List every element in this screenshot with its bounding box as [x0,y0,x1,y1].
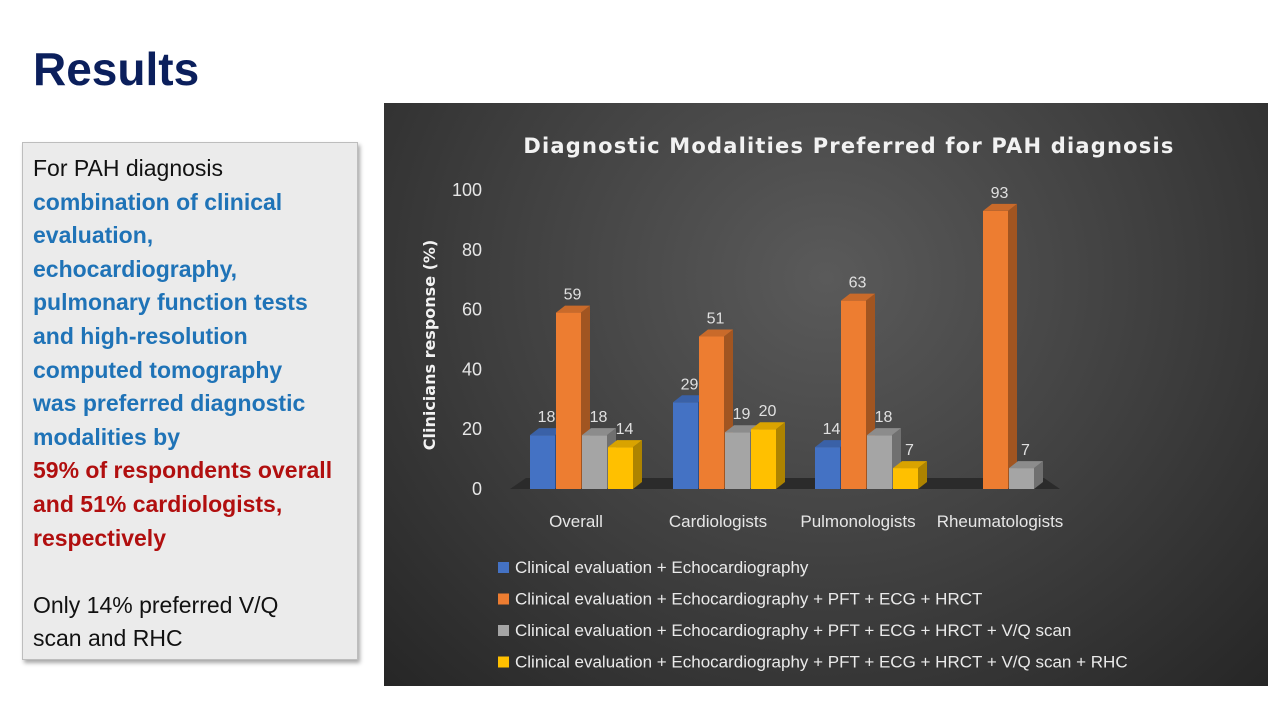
legend-swatch [498,562,509,573]
data-label: 19 [733,406,751,423]
x-category-label: Overall [549,512,603,531]
summary-line: combination of clinical [33,188,283,215]
bar-top [608,440,642,448]
bar [699,329,733,489]
bar-top [751,422,785,430]
data-label: 20 [759,403,777,420]
legend-item: Clinical evaluation + Echocardiography +… [498,590,982,609]
bar-front [673,402,698,489]
bar-top [841,293,875,301]
summary-line: scan and RHC [33,625,183,652]
data-label: 29 [681,376,699,393]
legend-label: Clinical evaluation + Echocardiography [515,558,809,577]
bar [1009,461,1043,489]
bar-top [867,428,901,436]
bar-front [582,435,607,489]
y-tick-label: 100 [452,180,482,200]
summary-line: and 51% cardiologists, [33,490,283,517]
x-category-label: Cardiologists [669,512,767,531]
bar-front [983,210,1008,489]
bar-front [867,435,892,489]
slide-title: Results [33,43,200,95]
data-label: 7 [1021,442,1030,459]
x-category-label: Pulmonologists [800,512,915,531]
bar-front [841,300,866,489]
summary-line: 59% of respondents overall [33,457,333,484]
summary-line: pulmonary function tests [33,289,308,316]
bar-side [918,461,927,489]
legend-item: Clinical evaluation + Echocardiography +… [498,621,1071,640]
chart-panel: Diagnostic Modalities Preferred for PAH … [384,103,1268,686]
bar-front [815,447,840,489]
bar [983,203,1017,489]
summary-line: was preferred diagnostic [33,390,306,417]
summary-line: modalities by [33,423,180,450]
data-label: 51 [707,311,725,328]
legend-label: Clinical evaluation + Echocardiography +… [515,653,1128,672]
legend-swatch [498,625,509,636]
y-tick-label: 80 [462,240,482,260]
bar-front [893,468,918,489]
bar-front [699,336,724,489]
y-axis-label: Clinicians response (%) [420,240,439,451]
legend-swatch [498,656,509,668]
bar-top [699,329,733,337]
y-tick-label: 40 [462,359,482,379]
bar-top [725,425,759,433]
x-category-label: Rheumatologists [937,512,1064,531]
bar-side [1034,461,1043,489]
y-tick-label: 0 [472,479,482,499]
bar-top [582,428,616,436]
data-label: 14 [823,421,841,438]
legend-item: Clinical evaluation + Echocardiography [498,558,809,577]
data-label: 7 [905,442,914,459]
bar-side [1008,203,1017,489]
bar-top [1009,461,1043,469]
summary-spacer [33,555,347,589]
bar-front [725,432,750,489]
summary-text-box: For PAH diagnosis combination of clinical… [22,142,358,660]
bar-top [815,440,849,448]
chart-title: Diagnostic Modalities Preferred for PAH … [523,134,1174,158]
bar-front [530,435,555,489]
legend-label: Clinical evaluation + Echocardiography +… [515,621,1071,640]
summary-line: respectively [33,524,166,551]
bar-front [751,429,776,489]
bar-chart: Diagnostic Modalities Preferred for PAH … [420,134,1174,672]
legend-swatch [498,593,509,605]
bar-top [556,305,590,313]
data-label: 18 [875,409,893,426]
bar-side [633,440,642,489]
bar-front [556,312,581,489]
bar-top [673,395,707,403]
summary-line: evaluation, [33,222,154,249]
bar [893,461,927,489]
summary-line: For PAH diagnosis [33,155,224,181]
data-label: 63 [849,275,867,292]
bar [751,422,785,489]
summary-line: computed tomography [33,356,283,383]
legend-item: Clinical evaluation + Echocardiography +… [498,653,1128,672]
data-label: 18 [590,409,608,426]
summary-line: Only 14% preferred V/Q [33,591,279,618]
data-label: 18 [538,409,556,426]
y-tick-label: 60 [462,300,482,320]
data-label: 59 [564,287,582,304]
summary-line: echocardiography, [33,255,238,282]
data-label: 93 [991,185,1009,202]
bar-top [530,428,564,436]
summary-line: and high-resolution [33,322,248,349]
bar-front [608,447,633,489]
legend-label: Clinical evaluation + Echocardiography +… [515,590,982,609]
bar [608,440,642,489]
bar-top [983,203,1017,211]
bar-front [1009,468,1034,489]
data-label: 14 [616,421,634,438]
bar-side [776,422,785,489]
bar-top [893,461,927,469]
y-tick-label: 20 [462,419,482,439]
